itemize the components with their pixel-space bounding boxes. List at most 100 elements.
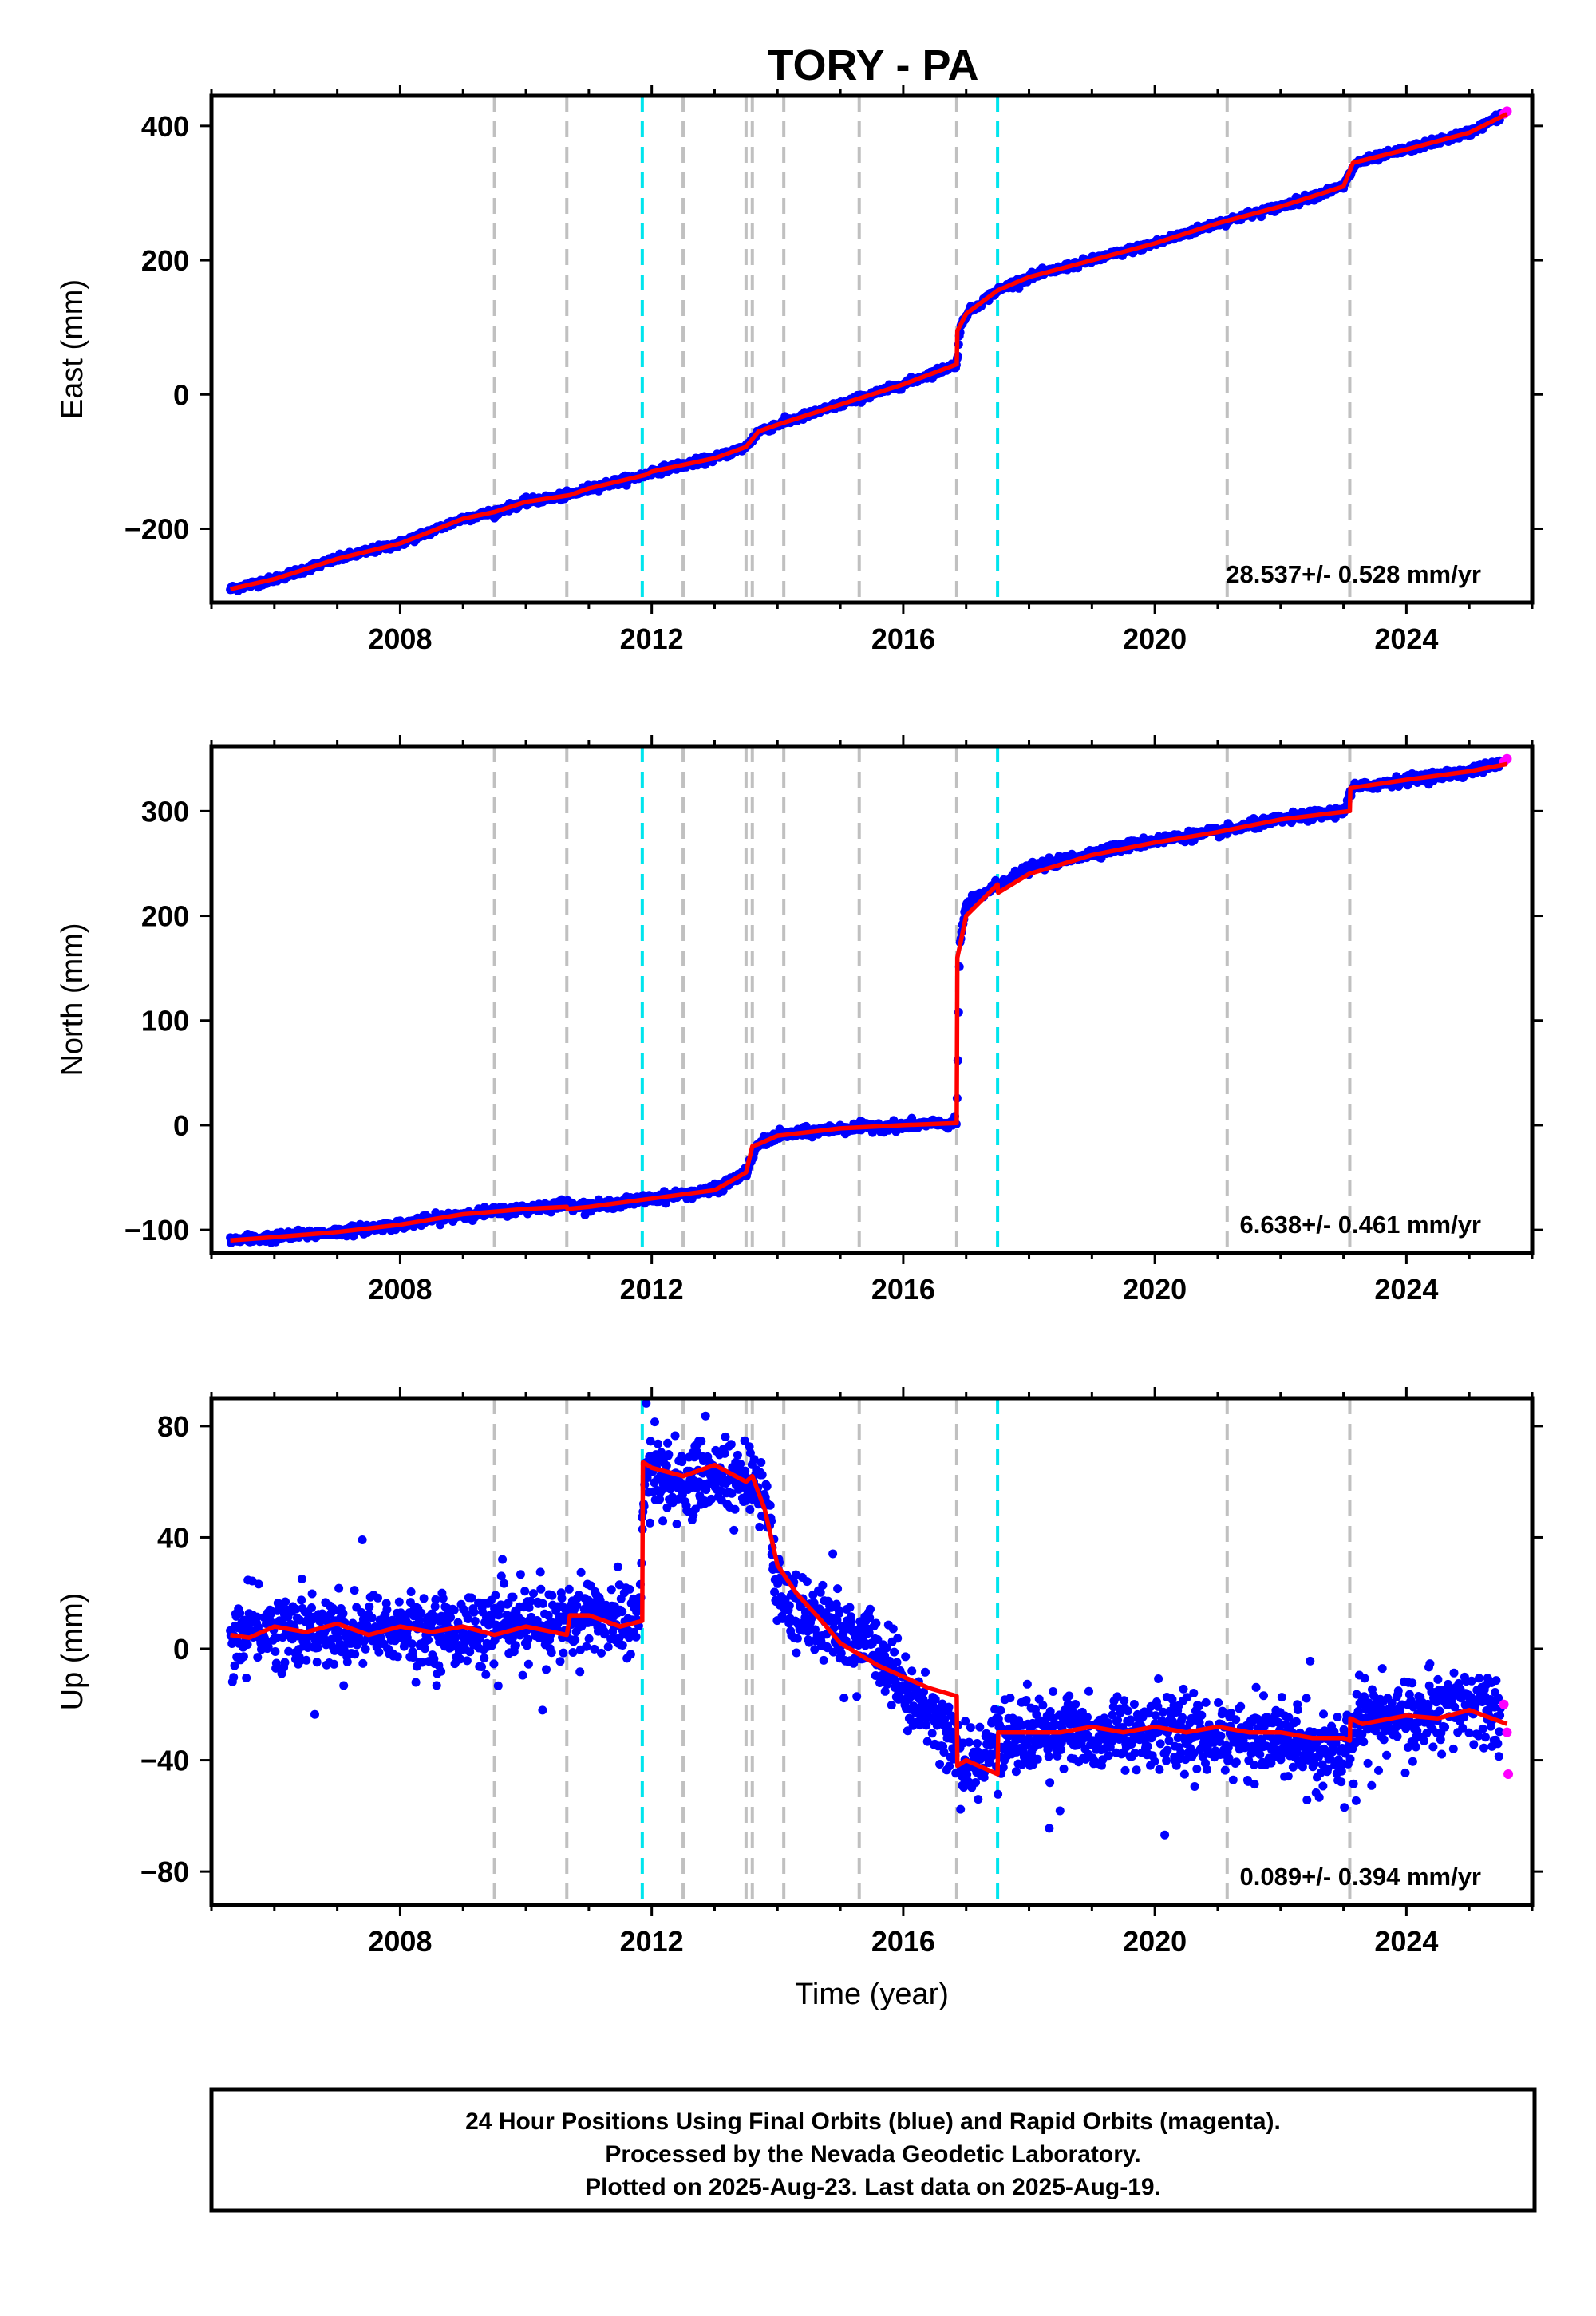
up-final-point bbox=[348, 1618, 358, 1628]
east-xtick-label: 2008 bbox=[368, 622, 432, 655]
up-final-point bbox=[571, 1635, 580, 1645]
east-model-line bbox=[229, 112, 1508, 591]
up-final-point bbox=[491, 1591, 500, 1600]
east-xtick-label: 2012 bbox=[620, 622, 684, 655]
up-final-point bbox=[655, 1495, 665, 1504]
up-final-point bbox=[757, 1458, 766, 1467]
up-final-point bbox=[252, 1612, 262, 1622]
up-final-point bbox=[947, 1727, 957, 1737]
up-final-point bbox=[373, 1593, 382, 1603]
up-final-point bbox=[559, 1648, 568, 1658]
up-final-point bbox=[618, 1641, 627, 1650]
up-final-point bbox=[557, 1594, 567, 1603]
north-frame bbox=[209, 744, 1535, 1255]
north-ytick-label: 0 bbox=[173, 1109, 189, 1142]
up-final-point bbox=[417, 1658, 427, 1667]
up-final-point bbox=[547, 1591, 557, 1600]
up-final-point bbox=[307, 1589, 317, 1599]
up-final-point bbox=[729, 1525, 739, 1535]
north-ytick-label: 200 bbox=[141, 900, 189, 933]
up-final-point bbox=[996, 1705, 1005, 1715]
up-final-point bbox=[243, 1640, 252, 1650]
up-final-point bbox=[864, 1628, 874, 1638]
up-final-point bbox=[762, 1481, 772, 1491]
up-final-point bbox=[922, 1721, 931, 1730]
north-ylabel: North (mm) bbox=[56, 923, 89, 1076]
up-final-point bbox=[576, 1567, 586, 1577]
up-final-point bbox=[832, 1615, 842, 1625]
up-final-point bbox=[477, 1662, 486, 1671]
north-ytick-label: −100 bbox=[124, 1214, 189, 1247]
up-final-point bbox=[493, 1681, 503, 1690]
up-final-point bbox=[297, 1595, 306, 1605]
up-final-point bbox=[891, 1676, 900, 1686]
up-final-point bbox=[650, 1417, 659, 1427]
up-final-point bbox=[310, 1709, 319, 1719]
up-final-point bbox=[882, 1643, 891, 1653]
up-final-point bbox=[407, 1639, 417, 1649]
up-final-point bbox=[749, 1455, 759, 1464]
north-panel: 2008 2012 2016 2020 2024−1000100200300North … bbox=[56, 735, 1543, 1306]
north-plot-area bbox=[226, 746, 1512, 1253]
up-final-point bbox=[239, 1652, 248, 1662]
up-final-point bbox=[421, 1644, 429, 1654]
east-ytick-label: 200 bbox=[141, 244, 189, 277]
up-final-point bbox=[892, 1658, 902, 1667]
up-final-point bbox=[961, 1717, 970, 1726]
up-final-point bbox=[733, 1450, 742, 1460]
up-final-point bbox=[866, 1604, 875, 1614]
east-xtick-label: 2016 bbox=[871, 622, 935, 655]
up-final-point bbox=[662, 1503, 672, 1512]
up-final-point bbox=[707, 1494, 716, 1504]
up-final-point bbox=[745, 1505, 755, 1514]
up-final-point bbox=[496, 1571, 506, 1581]
north-xtick-label: 2020 bbox=[1123, 1273, 1187, 1306]
up-final-point bbox=[921, 1667, 930, 1677]
east-ytick-label: 0 bbox=[173, 378, 189, 411]
up-final-point bbox=[802, 1577, 812, 1587]
up-final-point bbox=[595, 1595, 605, 1605]
up-final-point bbox=[365, 1602, 374, 1611]
up-final-point bbox=[381, 1599, 391, 1608]
up-final-point bbox=[606, 1585, 616, 1595]
up-final-point bbox=[994, 1789, 1003, 1799]
up-final-point bbox=[740, 1436, 749, 1445]
up-final-point bbox=[720, 1448, 729, 1458]
up-final-point bbox=[833, 1584, 843, 1594]
up-final-point bbox=[555, 1657, 565, 1666]
up-final-point bbox=[338, 1609, 348, 1618]
up-final-point bbox=[590, 1644, 599, 1654]
up-final-point bbox=[547, 1648, 556, 1658]
up-final-point bbox=[438, 1594, 448, 1603]
up-final-point bbox=[654, 1439, 662, 1448]
up-final-point bbox=[342, 1658, 352, 1666]
north-ytick-label: 100 bbox=[141, 1005, 189, 1037]
up-final-point bbox=[394, 1597, 404, 1607]
up-final-point bbox=[523, 1659, 533, 1669]
up-final-point bbox=[339, 1681, 349, 1690]
up-final-point bbox=[481, 1670, 491, 1679]
up-final-point bbox=[618, 1607, 627, 1617]
up-final-point bbox=[778, 1614, 788, 1623]
up-final-point bbox=[852, 1692, 862, 1701]
up-final-point bbox=[907, 1666, 917, 1676]
up-final-point bbox=[646, 1518, 654, 1528]
up-final-point bbox=[374, 1647, 384, 1657]
up-final-point bbox=[470, 1616, 480, 1626]
up-final-point bbox=[956, 1804, 966, 1814]
up-final-point bbox=[966, 1723, 975, 1733]
up-final-point bbox=[807, 1614, 816, 1623]
up-final-point bbox=[536, 1584, 546, 1594]
up-final-point bbox=[291, 1604, 301, 1614]
up-final-point bbox=[400, 1640, 409, 1650]
up-final-point bbox=[839, 1694, 849, 1703]
up-final-point bbox=[912, 1686, 922, 1695]
up-final-point bbox=[975, 1722, 985, 1732]
up-final-point bbox=[281, 1597, 290, 1607]
up-final-point bbox=[930, 1694, 940, 1704]
up-final-point bbox=[358, 1535, 367, 1544]
up-final-point bbox=[235, 1609, 245, 1618]
up-final-point bbox=[871, 1618, 881, 1628]
up-final-point bbox=[721, 1432, 730, 1441]
